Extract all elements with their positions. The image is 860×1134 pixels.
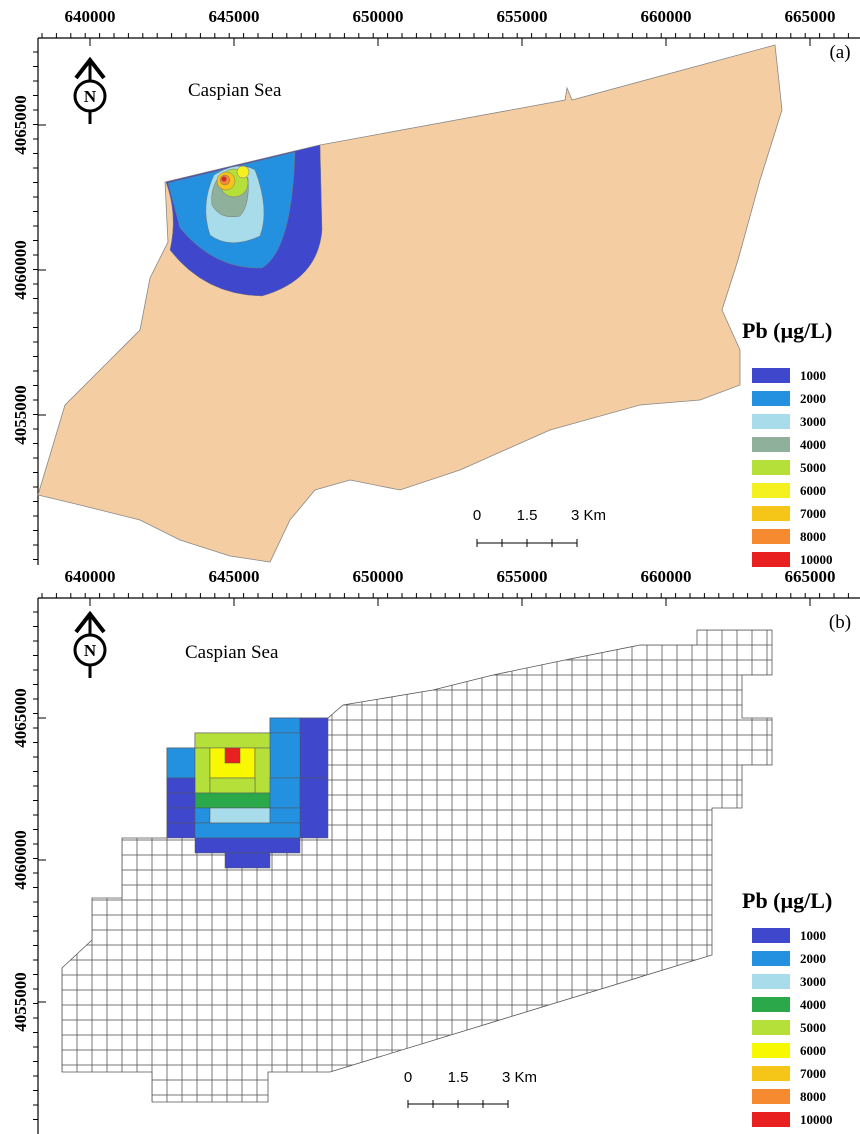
x-tick-label: 665000 (785, 567, 836, 586)
legend-label: 8000 (800, 1089, 826, 1104)
legend-swatch (752, 483, 790, 498)
north-circle (73, 79, 107, 113)
legend-swatch (752, 391, 790, 406)
legend-label: 3000 (800, 974, 826, 989)
legend-label: 4000 (800, 997, 826, 1012)
legend-label: 5000 (800, 1020, 826, 1035)
north-circle (73, 633, 107, 667)
scale-label: 3 Km (571, 507, 606, 524)
legend-swatch (752, 529, 790, 544)
x-tick-label: 660000 (641, 7, 692, 26)
legend-label: 2000 (800, 391, 826, 406)
x-tick-label: 650000 (353, 7, 404, 26)
legend-label: 10000 (800, 1112, 833, 1127)
scale-label: 3 Km (502, 1069, 537, 1086)
north-arrow-head (74, 610, 106, 634)
legend-swatch (752, 506, 790, 521)
x-tick-label: 655000 (497, 567, 548, 586)
legend-swatch (752, 1112, 790, 1127)
legend-title: Pb (µg/L) (742, 318, 832, 343)
legend-label: 8000 (800, 529, 826, 544)
legend-label: 10000 (800, 552, 833, 567)
x-tick-label: 665000 (785, 7, 836, 26)
grid-cells (61, 629, 773, 1103)
x-tick-label: 660000 (641, 567, 692, 586)
legend-swatch (752, 1043, 790, 1058)
scale-label: 1.5 (448, 1069, 469, 1086)
colored-cells (166, 717, 329, 869)
scale-label: 0 (404, 1069, 412, 1086)
legend-label: 1000 (800, 928, 826, 943)
scale-label: 1.5 (517, 507, 538, 524)
y-tick-label: 4060000 (11, 830, 30, 890)
x-tick-label: 650000 (353, 567, 404, 586)
north-label: N (84, 641, 97, 660)
y-tick-label: 4055000 (11, 972, 30, 1032)
legend-swatch (752, 1089, 790, 1104)
legend-label: 7000 (800, 506, 826, 521)
plume (165, 144, 323, 297)
legend-label: 1000 (800, 368, 826, 383)
x-tick-label: 640000 (65, 7, 116, 26)
y-tick-label: 4065000 (11, 688, 30, 748)
legend-swatch (752, 368, 790, 383)
legend-label: 6000 (800, 1043, 826, 1058)
legend-swatch (752, 928, 790, 943)
legend-swatch (752, 951, 790, 966)
legend-label: 4000 (800, 437, 826, 452)
sea-label: Caspian Sea (185, 642, 279, 663)
legend-swatch (752, 460, 790, 475)
land (37, 44, 783, 563)
panel-a-frame (37, 37, 860, 565)
x-tick-label: 645000 (209, 7, 260, 26)
panel-label: (b) (829, 612, 851, 633)
legend-swatch (752, 974, 790, 989)
legend-label: 7000 (800, 1066, 826, 1081)
north-label: N (84, 87, 97, 106)
legend-swatch (752, 1066, 790, 1081)
legend-label: 6000 (800, 483, 826, 498)
panel-label: (a) (829, 42, 850, 63)
panel-b-frame (37, 597, 860, 1134)
legend-swatch (752, 552, 790, 567)
y-tick-label: 4065000 (11, 95, 30, 155)
y-tick-label: 4055000 (11, 385, 30, 445)
legend-label: 5000 (800, 460, 826, 475)
legend-swatch (752, 997, 790, 1012)
legend-title: Pb (µg/L) (742, 888, 832, 913)
y-tick-label: 4060000 (11, 240, 30, 300)
legend-swatch (752, 437, 790, 452)
scale-label: 0 (473, 507, 481, 524)
x-tick-label: 655000 (497, 7, 548, 26)
x-tick-label: 645000 (209, 567, 260, 586)
north-arrow-head (74, 56, 106, 80)
legend-label: 2000 (800, 951, 826, 966)
x-tick-label: 640000 (65, 567, 116, 586)
legend-swatch (752, 414, 790, 429)
legend-label: 3000 (800, 414, 826, 429)
sea-label: Caspian Sea (188, 80, 282, 101)
legend-swatch (752, 1020, 790, 1035)
